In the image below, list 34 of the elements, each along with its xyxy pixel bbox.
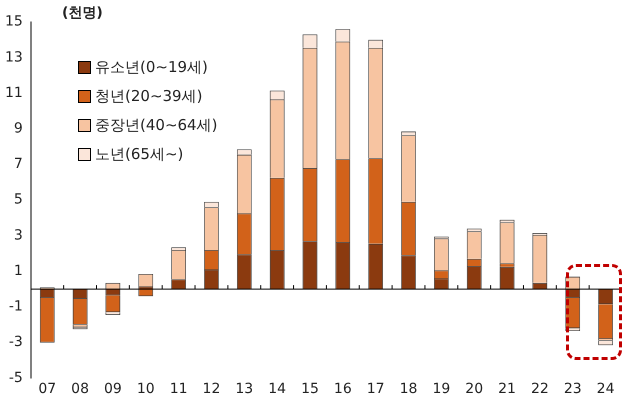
x-tick-label: 22	[530, 381, 549, 398]
y-axis-title: (천명)	[62, 4, 103, 22]
x-tick-label: 10	[136, 381, 155, 398]
y-tick-label: 13	[4, 49, 23, 66]
legend-label: 청년(20~39세)	[95, 87, 202, 106]
x-tick-label: 17	[366, 381, 385, 398]
x-tick-label: 12	[202, 381, 220, 398]
y-tick-label: 3	[14, 227, 23, 244]
x-tick-label: 24	[596, 381, 615, 398]
x-tick-label: 19	[432, 381, 450, 398]
x-tick-label: 09	[104, 381, 122, 398]
x-tick-label: 18	[400, 381, 418, 398]
y-tick-label: 11	[4, 84, 23, 101]
y-tick-label: -1	[8, 298, 23, 315]
legend-label: 중장년(40~64세)	[95, 116, 218, 135]
y-tick-label: 1	[14, 262, 23, 279]
legend-label: 유소년(0~19세)	[95, 58, 208, 77]
x-tick-label: 21	[498, 381, 516, 398]
x-tick-label: 15	[301, 381, 319, 398]
y-tick-label: -5	[8, 370, 23, 386]
x-tick-label: 23	[564, 381, 582, 398]
y-tick-label: 9	[14, 120, 23, 136]
y-tick-label: -3	[8, 334, 23, 350]
x-tick-label: 13	[235, 381, 254, 398]
y-tick-label: 5	[14, 192, 23, 208]
legend-label: 노년(65세~)	[95, 145, 184, 164]
x-tick-label: 11	[170, 381, 188, 398]
x-tick-label: 16	[334, 381, 352, 398]
y-tick-label: 7	[14, 156, 23, 172]
y-tick-label: 15	[4, 14, 23, 30]
x-tick-label: 08	[71, 381, 89, 398]
x-tick-label: 20	[465, 381, 484, 398]
x-tick-label: 14	[268, 381, 286, 398]
x-tick-label: 07	[38, 381, 56, 398]
